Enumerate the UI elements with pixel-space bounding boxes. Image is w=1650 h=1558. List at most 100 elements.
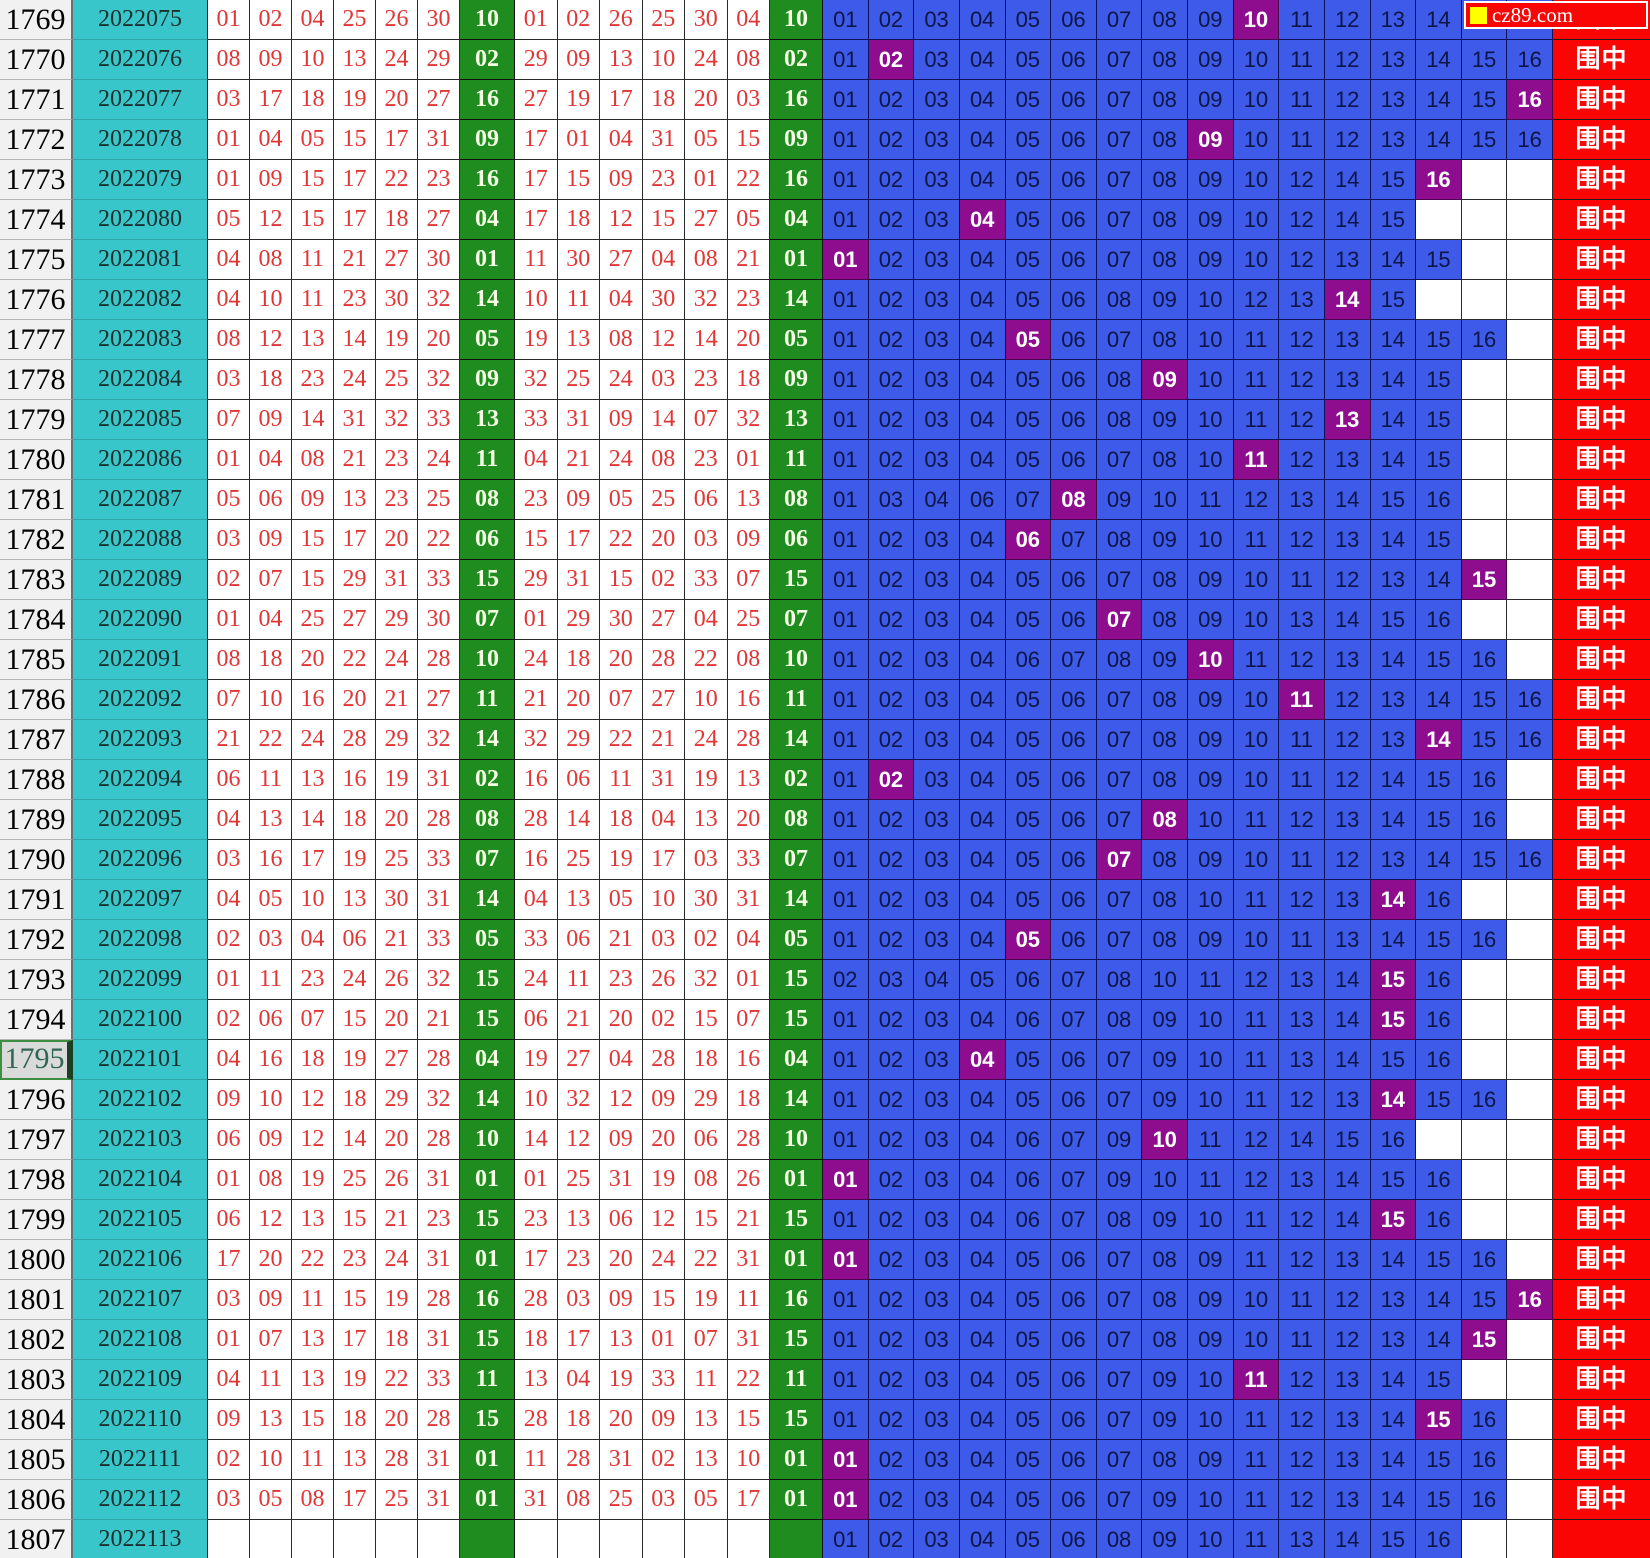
blue-grid-cell: 15 — [1416, 760, 1462, 800]
blue-grid-cell — [1507, 320, 1553, 360]
red-ball-sorted: 24 — [376, 640, 418, 680]
blue-grid-cell: 02 — [868, 840, 915, 880]
blue-grid-cell: 09 — [1142, 1520, 1188, 1558]
red-ball-draw-order: 25 — [557, 1160, 600, 1200]
red-ball-sorted: 02 — [208, 1000, 250, 1040]
red-ball-sorted: 05 — [292, 120, 334, 160]
blue-grid-cell: 07 — [1096, 320, 1143, 360]
blue-grid-cell: 10 — [1233, 0, 1280, 40]
blue-ball-value-repeat: 04 — [770, 200, 823, 240]
blue-grid-cell: 14 — [1279, 1120, 1325, 1160]
red-ball-draw-order: 08 — [685, 1160, 728, 1200]
blue-ball-value: 14 — [460, 880, 515, 920]
red-ball-sorted — [250, 1520, 292, 1558]
red-ball-sorted: 18 — [250, 640, 292, 680]
blue-grid-cell: 10 — [1188, 880, 1234, 920]
table-row: 1798 2022104 01 08 19 25 26 31 01 01 25 31 19 08 26 01 0… — [0, 1160, 1650, 1200]
blue-grid-cell: 13 — [1324, 880, 1371, 920]
red-ball-sorted: 22 — [376, 1360, 418, 1400]
blue-grid-cell — [1507, 1240, 1553, 1280]
red-ball-sorted: 32 — [418, 960, 460, 1000]
red-ball-draw-order: 02 — [642, 1000, 685, 1040]
blue-grid-cell: 09 — [1188, 40, 1234, 80]
red-ball-sorted: 10 — [250, 280, 292, 320]
red-ball-draw-order: 15 — [642, 1280, 685, 1320]
red-ball-sorted: 19 — [376, 760, 418, 800]
red-ball-draw-order: 15 — [515, 520, 558, 560]
blue-grid-cell: 14 — [1370, 240, 1417, 280]
blue-grid-cell: 06 — [1051, 840, 1097, 880]
red-ball-sorted: 07 — [250, 1320, 292, 1360]
blue-grid-cell: 04 — [914, 480, 960, 520]
table-row: 1781 2022087 05 06 09 13 23 25 08 23 09 05 25 06 13 08 0… — [0, 480, 1650, 520]
blue-grid-cell: 06 — [1051, 1400, 1097, 1440]
blue-grid-cell: 01 — [823, 200, 869, 240]
blue-grid-cell: 03 — [914, 160, 960, 200]
blue-grid-cell — [1461, 160, 1508, 200]
blue-grid-cell: 03 — [914, 840, 960, 880]
blue-grid-cell: 02 — [868, 200, 915, 240]
period-cell: 2022088 — [73, 520, 208, 560]
blue-grid-cell: 10 — [1233, 1320, 1280, 1360]
blue-grid-cell: 02 — [868, 0, 915, 40]
blue-grid-cell: 10 — [1188, 640, 1234, 680]
red-ball-draw-order: 31 — [727, 1320, 770, 1360]
red-ball-sorted: 32 — [376, 400, 418, 440]
red-ball-sorted: 19 — [376, 1280, 418, 1320]
red-ball-draw-order: 11 — [515, 1440, 558, 1480]
red-ball-draw-order: 27 — [600, 240, 643, 280]
red-ball-draw-order: 25 — [642, 480, 685, 520]
blue-grid-cell: 14 — [1370, 880, 1417, 920]
red-ball-draw-order: 13 — [515, 1360, 558, 1400]
red-ball-draw-order: 31 — [642, 760, 685, 800]
blue-grid-cell: 07 — [1096, 840, 1143, 880]
blue-ball-value-repeat: 10 — [770, 1120, 823, 1160]
red-ball-draw-order: 27 — [685, 200, 728, 240]
blue-grid-cell: 15 — [1461, 680, 1508, 720]
red-ball-sorted: 09 — [250, 40, 292, 80]
blue-grid-cell: 03 — [914, 1520, 960, 1558]
blue-grid-cell: 14 — [1324, 480, 1371, 520]
blue-ball-value-repeat: 09 — [770, 360, 823, 400]
red-ball-draw-order: 17 — [557, 1320, 600, 1360]
blue-grid-cell: 13 — [1324, 920, 1371, 960]
red-ball-draw-order: 33 — [515, 920, 558, 960]
red-ball-sorted: 03 — [208, 520, 250, 560]
blue-grid-cell: 15 — [1461, 560, 1508, 600]
red-ball-draw-order: 24 — [600, 360, 643, 400]
hit-cell: 围中 — [1553, 680, 1650, 720]
red-ball-sorted: 13 — [250, 800, 292, 840]
red-ball-draw-order: 19 — [685, 760, 728, 800]
blue-grid-cell: 07 — [1096, 680, 1143, 720]
blue-grid-cell: 01 — [823, 720, 869, 760]
blue-grid-cell: 11 — [1233, 400, 1280, 440]
red-ball-sorted: 13 — [250, 1400, 292, 1440]
blue-grid-cell: 03 — [914, 1400, 960, 1440]
blue-grid-cell: 01 — [823, 400, 869, 440]
blue-grid-cell: 07 — [1096, 800, 1143, 840]
blue-ball-value-repeat: 15 — [770, 1320, 823, 1360]
red-ball-sorted: 14 — [334, 1120, 376, 1160]
red-ball-draw-order: 04 — [600, 120, 643, 160]
red-ball-draw-order: 22 — [727, 1360, 770, 1400]
blue-grid-cell: 06 — [1051, 600, 1097, 640]
hit-cell: 围中 — [1553, 240, 1650, 280]
blue-grid-cell: 02 — [868, 1360, 915, 1400]
red-ball-draw-order — [515, 1520, 558, 1558]
blue-grid-cell: 08 — [1142, 120, 1188, 160]
blue-grid-cell: 08 — [1142, 1440, 1188, 1480]
red-ball-sorted: 12 — [250, 200, 292, 240]
period-cell: 2022108 — [73, 1320, 208, 1360]
red-ball-draw-order: 28 — [557, 1440, 600, 1480]
blue-grid-cell: 05 — [1005, 920, 1052, 960]
blue-grid-cell: 07 — [1051, 1200, 1097, 1240]
blue-grid-cell: 06 — [1051, 240, 1097, 280]
hit-cell: 围中 — [1553, 1280, 1650, 1320]
red-ball-sorted: 08 — [250, 1160, 292, 1200]
blue-grid-cell: 06 — [1051, 800, 1097, 840]
blue-grid-cell: 05 — [959, 960, 1006, 1000]
red-ball-draw-order: 13 — [557, 1200, 600, 1240]
red-ball-draw-order: 15 — [727, 120, 770, 160]
blue-grid-cell: 04 — [959, 880, 1006, 920]
blue-grid-cell: 03 — [914, 1440, 960, 1480]
